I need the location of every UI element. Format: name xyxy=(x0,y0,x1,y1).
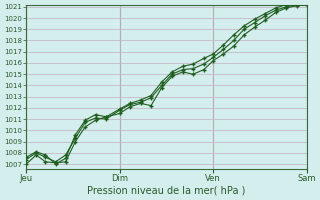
X-axis label: Pression niveau de la mer( hPa ): Pression niveau de la mer( hPa ) xyxy=(87,186,246,196)
